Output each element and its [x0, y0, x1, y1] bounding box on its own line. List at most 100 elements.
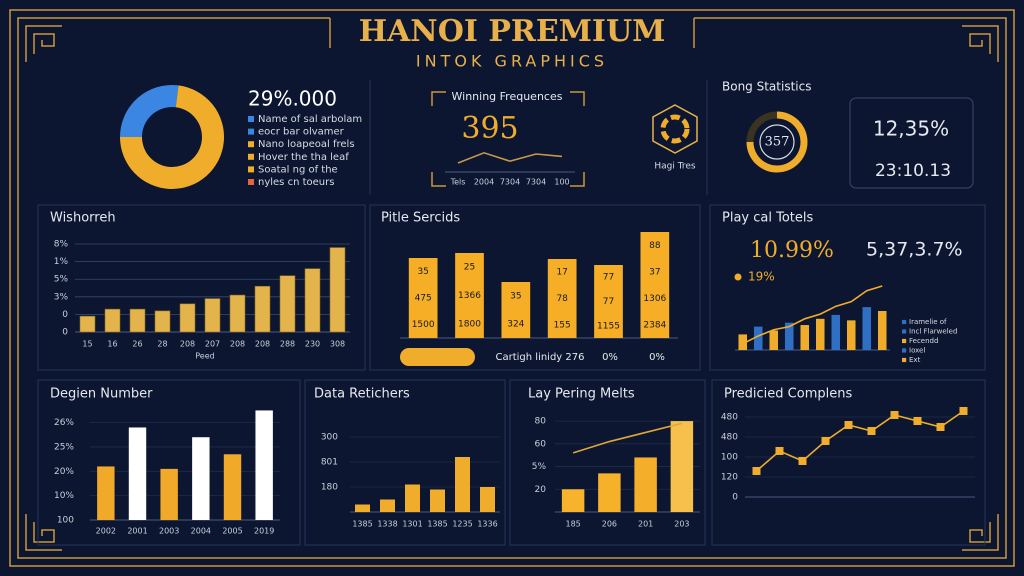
badge-icon	[652, 104, 698, 154]
y-tick-label: 25%	[54, 442, 74, 452]
legend-swatch	[248, 166, 254, 173]
bar	[815, 318, 825, 350]
x-tick-label: 7304	[526, 178, 546, 187]
panel	[304, 379, 506, 546]
marker	[959, 407, 968, 415]
panel	[37, 379, 301, 546]
marker	[798, 457, 807, 465]
y-tick-label: 5%	[54, 275, 69, 285]
x-tick-label: 207	[205, 340, 220, 349]
bar-label: 155	[554, 320, 571, 330]
panel	[369, 204, 701, 371]
marker	[752, 467, 761, 475]
bar	[128, 427, 147, 520]
y-tick-label: 3%	[54, 292, 69, 302]
bar	[355, 504, 370, 512]
marker	[775, 447, 784, 455]
bracket-frame	[431, 91, 585, 187]
y-tick-label: 100	[57, 516, 74, 526]
bar-label: 35	[417, 267, 428, 277]
bar	[455, 253, 484, 338]
bar	[831, 314, 841, 350]
bar	[769, 330, 779, 350]
legend-label: Ioxel	[909, 347, 925, 355]
bar	[501, 282, 531, 338]
bar	[405, 484, 420, 512]
frame-line	[17, 17, 1007, 559]
bar-label: 475	[415, 294, 432, 304]
legend-swatch	[248, 179, 254, 185]
x-tick-label: 2005	[222, 527, 242, 536]
bar	[738, 334, 748, 350]
x-tick-label: 208	[180, 340, 195, 349]
bar	[279, 275, 296, 333]
x-tick-label: 26	[132, 340, 142, 349]
bar	[430, 489, 445, 512]
x-tick-label: 2003	[159, 527, 179, 536]
marker	[821, 437, 830, 445]
line	[755, 410, 964, 472]
legend-swatch	[902, 329, 907, 334]
legend-swatch	[248, 141, 254, 148]
gauge-label: 357	[765, 135, 790, 150]
x-tick-label: 1338	[377, 520, 397, 529]
bar	[753, 326, 763, 350]
bar	[329, 247, 346, 333]
bar-label: 77	[603, 297, 614, 307]
corner-ornament	[17, 506, 70, 559]
y-tick-label: 480	[721, 413, 738, 423]
bar-label: 78	[556, 294, 568, 304]
x-tick-label: 206	[602, 520, 617, 529]
callout-dot	[734, 273, 742, 281]
y-tick-label: 0	[732, 493, 738, 503]
outer-border	[9, 9, 1015, 567]
bar-label: 37	[649, 267, 660, 277]
panel	[711, 379, 986, 546]
legend-label: Incl Flarweled	[909, 328, 957, 336]
x-tick-label: 2004	[191, 527, 211, 536]
panel	[509, 379, 706, 546]
footer-text: 0%	[649, 352, 665, 363]
y-tick-label: 20	[535, 485, 547, 495]
x-tick-label: 1385	[427, 520, 447, 529]
badge-ring	[660, 114, 690, 144]
footer-text: Cartigh linidy 276	[496, 352, 585, 363]
bar-label: 88	[649, 241, 661, 251]
legend-swatch	[248, 116, 254, 122]
y-tick-label: 20%	[54, 467, 74, 477]
y-tick-label: 10%	[54, 491, 74, 501]
legend-swatch	[902, 319, 907, 325]
corner-ornament	[954, 17, 1007, 70]
bar	[154, 310, 171, 333]
bar	[670, 421, 694, 512]
bar	[204, 298, 221, 333]
bar	[561, 489, 585, 512]
donut-segment	[120, 85, 224, 189]
card-value: 12,35%	[873, 117, 949, 141]
legend-label: Soatal ng of the	[258, 164, 338, 175]
legend-label: Ext	[909, 356, 921, 364]
bar-label: 1800	[458, 319, 481, 329]
bar	[179, 303, 196, 333]
x-tick-label: 2019	[254, 527, 274, 536]
headline: 395	[461, 111, 518, 146]
x-tick-label: 288	[280, 340, 295, 349]
footer-text: 0%	[602, 352, 618, 363]
bar-label: 1500	[412, 320, 435, 330]
subtitle: INTOK GRAPHICS	[416, 52, 608, 71]
bar	[480, 487, 495, 512]
x-tick-label: 308	[330, 340, 345, 349]
x-tick-label: 1385	[352, 520, 372, 529]
bar	[79, 315, 96, 333]
legend-swatch	[902, 338, 907, 344]
y-tick-label: 1%	[54, 257, 69, 267]
bracket	[431, 91, 585, 187]
badge-label: Hagi Tres	[654, 162, 696, 172]
legend-swatch	[248, 153, 254, 160]
panel-dividers	[369, 80, 974, 195]
panel-title: Pitle Sercids	[381, 211, 460, 226]
bar-label: 35	[510, 292, 521, 302]
x-tick-label: 230	[305, 340, 320, 349]
bar-label: 25	[464, 263, 475, 273]
bar	[640, 232, 670, 338]
